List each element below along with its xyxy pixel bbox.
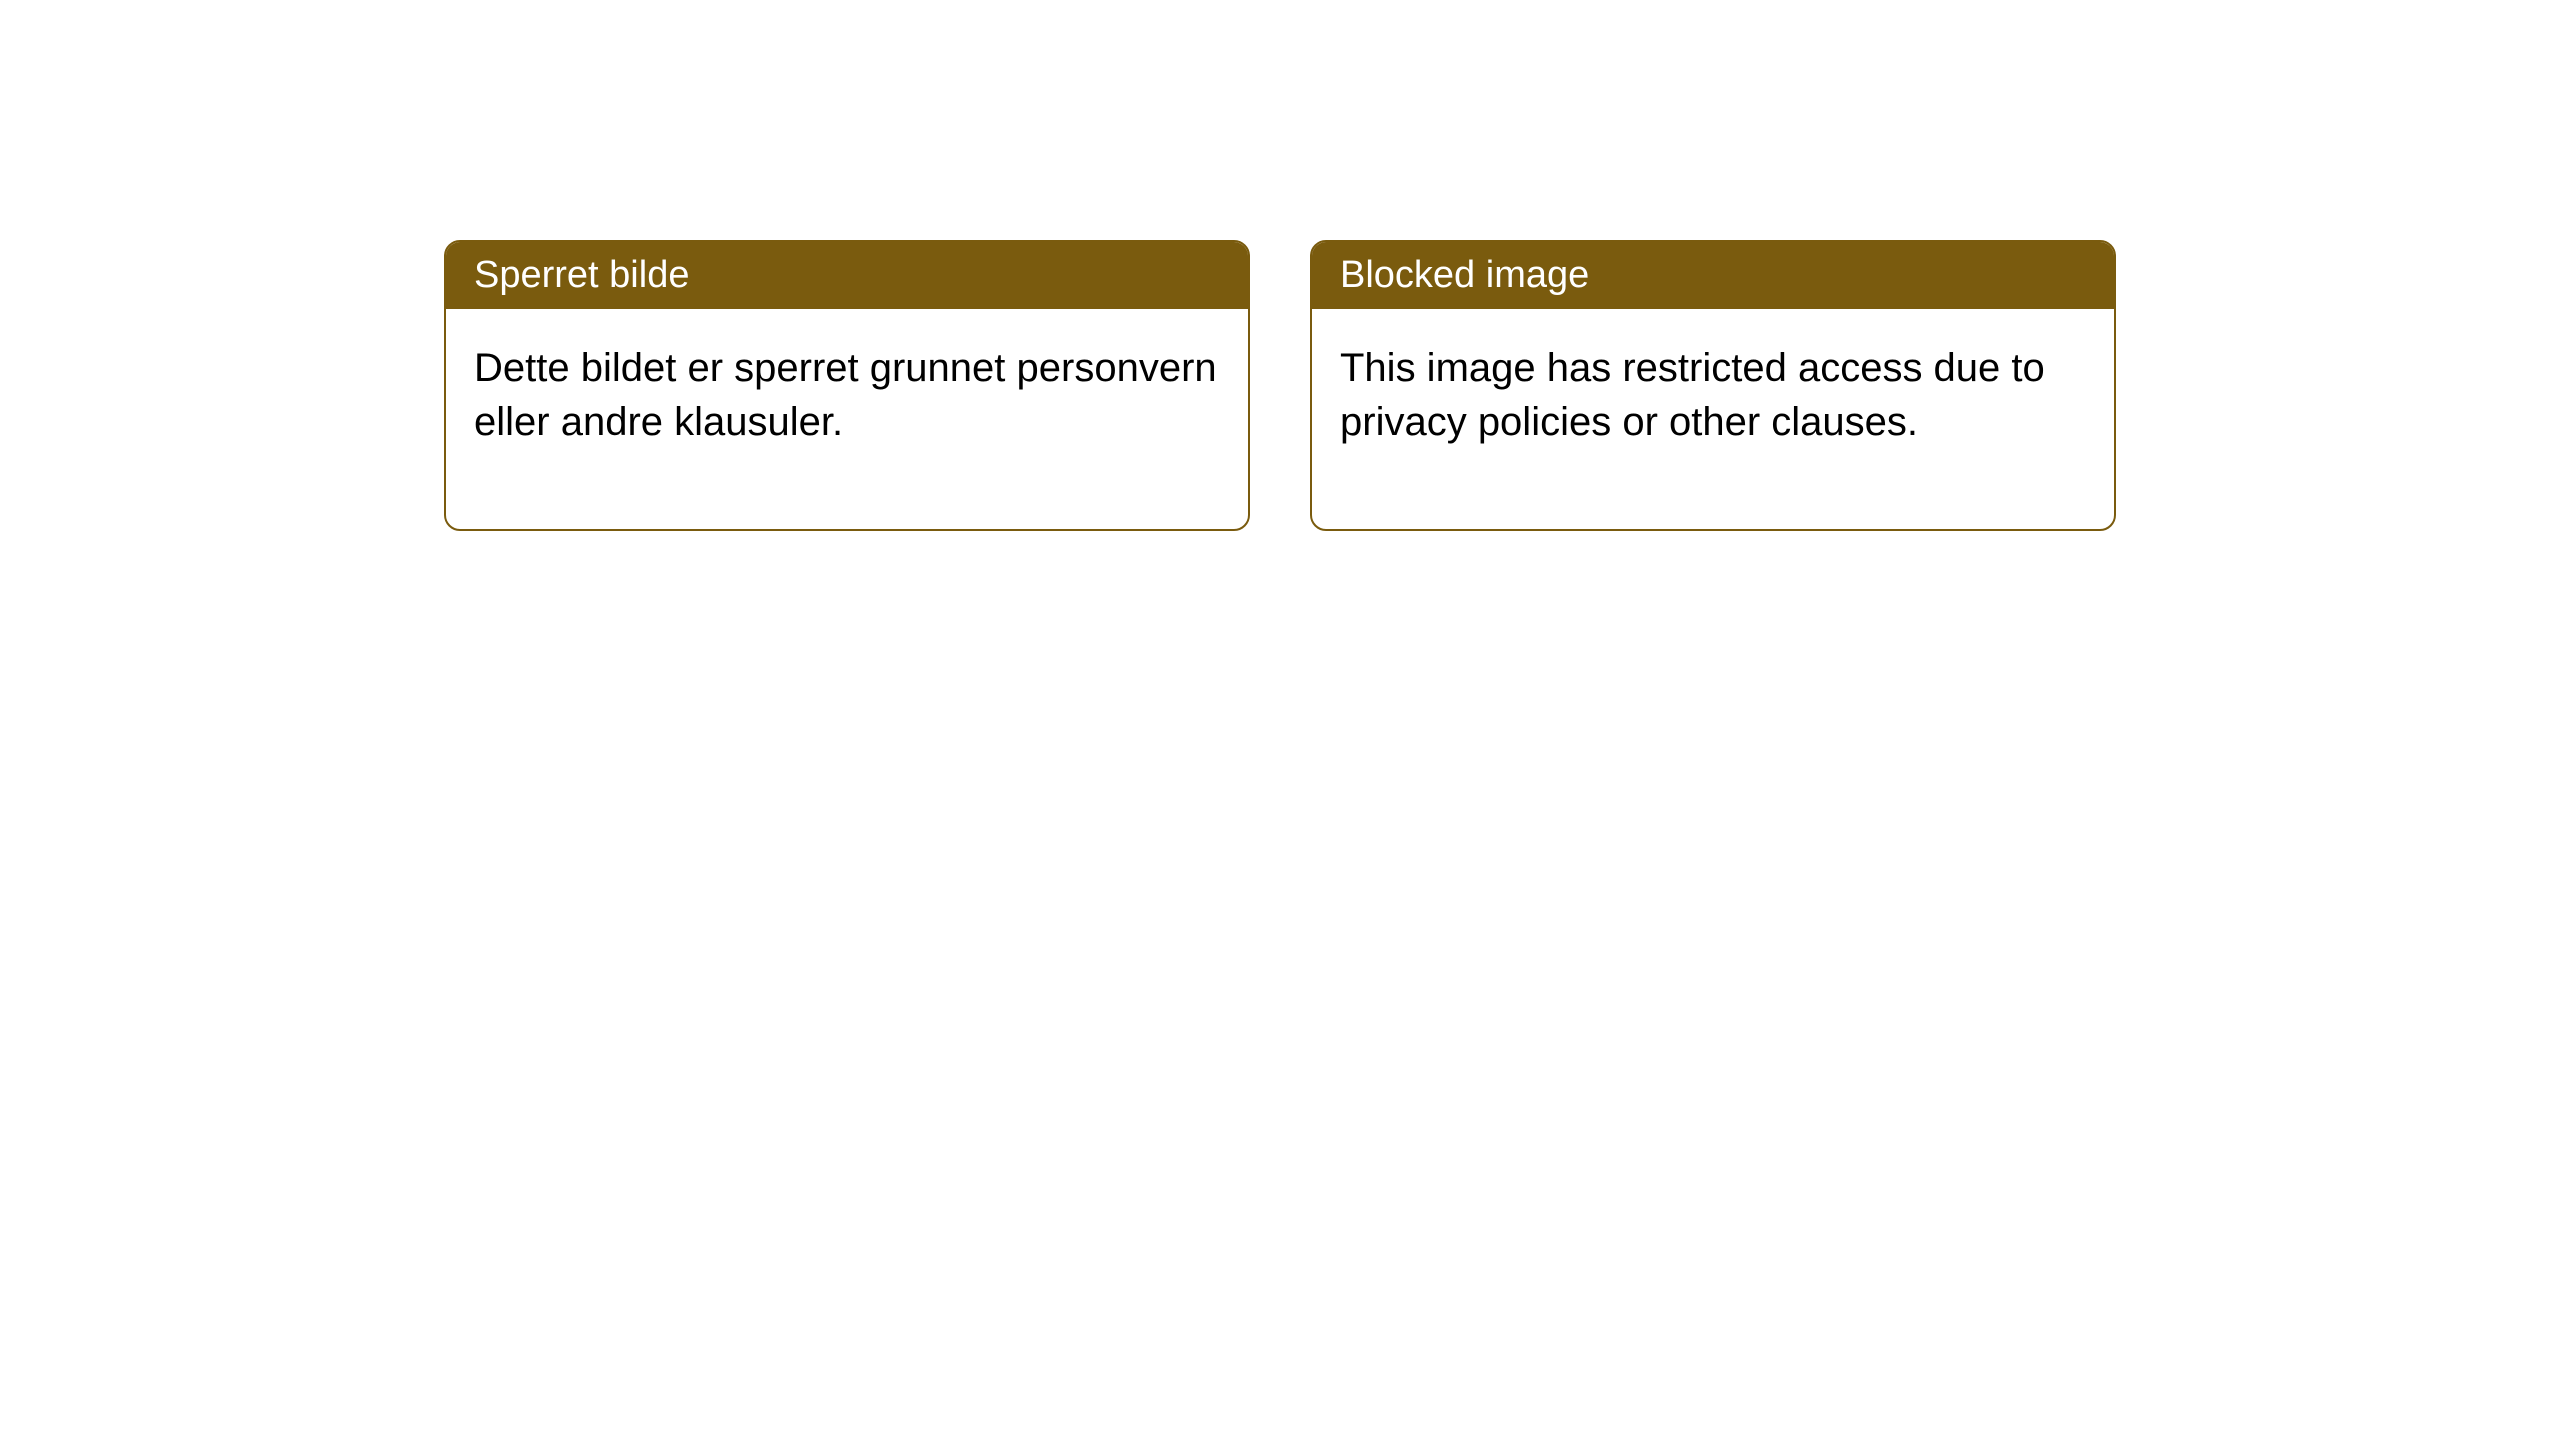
notice-body-norwegian: Dette bildet er sperret grunnet personve… <box>446 309 1248 529</box>
notice-title-norwegian: Sperret bilde <box>446 242 1248 309</box>
notice-container: Sperret bilde Dette bildet er sperret gr… <box>444 240 2116 531</box>
notice-box-norwegian: Sperret bilde Dette bildet er sperret gr… <box>444 240 1250 531</box>
notice-body-english: This image has restricted access due to … <box>1312 309 2114 529</box>
notice-title-english: Blocked image <box>1312 242 2114 309</box>
notice-box-english: Blocked image This image has restricted … <box>1310 240 2116 531</box>
